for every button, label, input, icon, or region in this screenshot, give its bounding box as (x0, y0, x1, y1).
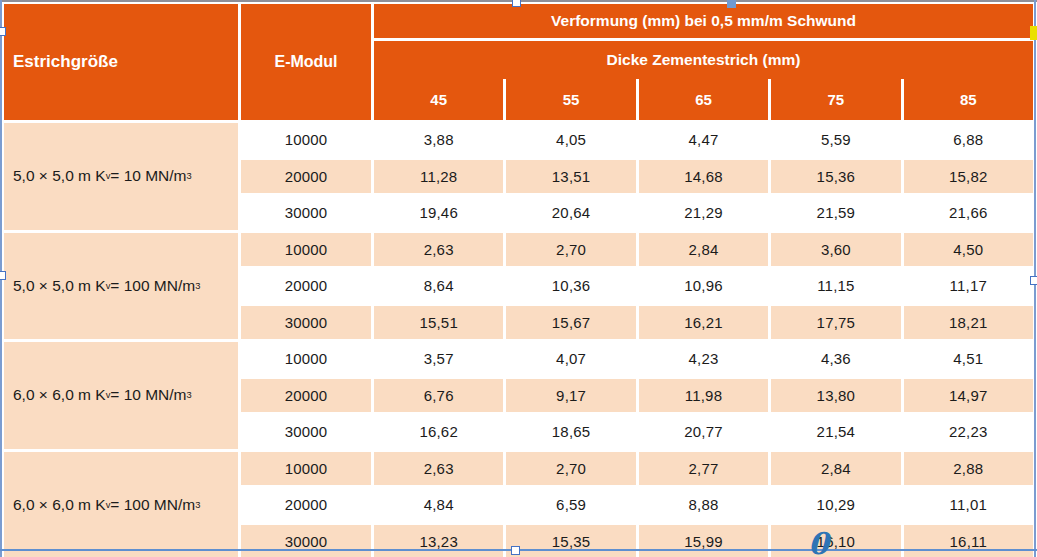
deformation-value-cell[interactable]: 14,68 (639, 160, 768, 194)
deformation-value-cell[interactable]: 21,29 (639, 196, 768, 230)
emodul-cell[interactable]: 10000 (241, 452, 371, 486)
deformation-value-cell[interactable]: 18,21 (904, 306, 1033, 340)
deformation-value-cell[interactable]: 6,88 (904, 123, 1033, 157)
deformation-value-cell[interactable]: 4,05 (506, 123, 635, 157)
deformation-value-cell[interactable]: 2,77 (639, 452, 768, 486)
deformation-value-cell[interactable]: 16,62 (374, 415, 503, 449)
estrich-size-label-cell[interactable]: 6,0 × 6,0 m Kv= 100 MN/m3 (4, 452, 238, 557)
deformation-value-cell[interactable]: 14,97 (904, 379, 1033, 413)
deformation-value-cell[interactable]: 11,17 (904, 269, 1033, 303)
deformation-value-cell[interactable]: 6,76 (374, 379, 503, 413)
deformation-value-cell[interactable]: 2,70 (506, 452, 635, 486)
deformation-value-cell[interactable]: 2,63 (374, 233, 503, 267)
right-edge-yellow-marker[interactable] (1030, 26, 1037, 40)
deformation-value-cell[interactable]: 3,60 (771, 233, 900, 267)
deformation-value-cell[interactable]: 4,36 (771, 342, 900, 376)
deformation-value-cell[interactable]: 21,54 (771, 415, 900, 449)
deformation-value-cell[interactable]: 3,57 (374, 342, 503, 376)
thickness-header-row: 4555657585 (374, 79, 1033, 120)
document-page: Estrichgröße E-Modul Verformung (mm) bei… (0, 0, 1037, 557)
deformation-value-cell[interactable]: 18,65 (506, 415, 635, 449)
deformation-value-cell[interactable]: 13,23 (374, 525, 503, 557)
header-estrichgroesse[interactable]: Estrichgröße (4, 4, 238, 120)
selection-handle-left-middle[interactable] (0, 271, 6, 280)
deformation-value-cell[interactable]: 2,88 (904, 452, 1033, 486)
deformation-value-cell[interactable]: 16,11 (904, 525, 1033, 557)
deformation-value-cell[interactable]: 11,28 (374, 160, 503, 194)
deformation-value-cell[interactable]: 20,77 (639, 415, 768, 449)
top-edge-marker[interactable] (727, 0, 736, 8)
deformation-value-cell[interactable]: 10,36 (506, 269, 635, 303)
emodul-cell[interactable]: 10000 (241, 123, 371, 157)
estrich-size-label-cell[interactable]: 6,0 × 6,0 m Kv= 10 MN/m3 (4, 342, 238, 449)
emodul-cell[interactable]: 10000 (241, 342, 371, 376)
deformation-value-cell[interactable]: 11,01 (904, 488, 1033, 522)
selection-handle-left-upper[interactable] (0, 27, 6, 36)
deformation-value-cell[interactable]: 4,84 (374, 488, 503, 522)
header-verformung-title[interactable]: Verformung (mm) bei 0,5 mm/m Schwund (374, 4, 1033, 38)
header-thickness-block: Dicke Zementestrich (mm) 4555657585 (374, 41, 1033, 120)
deformation-value-cell[interactable]: 11,15 (771, 269, 900, 303)
thickness-column-header[interactable]: 75 (771, 79, 900, 120)
emodul-cell[interactable]: 10000 (241, 233, 371, 267)
deformation-value-cell[interactable]: 20,64 (506, 196, 635, 230)
deformation-value-cell[interactable]: 21,66 (904, 196, 1033, 230)
deformation-table: Estrichgröße E-Modul Verformung (mm) bei… (4, 4, 1033, 557)
thickness-column-header[interactable]: 45 (374, 79, 503, 120)
emodul-cell[interactable]: 30000 (241, 196, 371, 230)
emodul-cell[interactable]: 30000 (241, 306, 371, 340)
deformation-value-cell[interactable]: 17,75 (771, 306, 900, 340)
thickness-column-header[interactable]: 55 (506, 79, 635, 120)
selection-handle-bottom[interactable] (511, 546, 520, 555)
selection-handle-top[interactable] (512, 0, 521, 7)
thickness-column-header[interactable]: 65 (639, 79, 768, 120)
deformation-value-cell[interactable]: 5,59 (771, 123, 900, 157)
selection-handle-right-middle[interactable] (1030, 276, 1037, 285)
deformation-value-cell[interactable]: 15,82 (904, 160, 1033, 194)
header-emodul[interactable]: E-Modul (241, 4, 371, 120)
deformation-value-cell[interactable]: 13,51 (506, 160, 635, 194)
header-dicke-zementestrich[interactable]: Dicke Zementestrich (mm) (374, 41, 1033, 79)
deformation-value-cell[interactable]: 8,64 (374, 269, 503, 303)
deformation-value-cell[interactable]: 15,99 (639, 525, 768, 557)
deformation-value-cell[interactable]: 9,17 (506, 379, 635, 413)
emodul-cell[interactable]: 30000 (241, 525, 371, 557)
estrich-size-label-cell[interactable]: 5,0 × 5,0 m Kv= 100 MN/m3 (4, 233, 238, 340)
emodul-cell[interactable]: 20000 (241, 160, 371, 194)
emodul-cell[interactable]: 30000 (241, 415, 371, 449)
deformation-value-cell[interactable]: 10,96 (639, 269, 768, 303)
deformation-value-cell[interactable]: 10,29 (771, 488, 900, 522)
deformation-value-cell[interactable]: 2,70 (506, 233, 635, 267)
deformation-value-cell[interactable]: 4,07 (506, 342, 635, 376)
deformation-value-cell[interactable]: 21,59 (771, 196, 900, 230)
caption-zero-text: 0 (808, 529, 829, 557)
emodul-cell[interactable]: 20000 (241, 269, 371, 303)
deformation-value-cell[interactable]: 6,59 (506, 488, 635, 522)
deformation-value-cell[interactable]: 13,80 (771, 379, 900, 413)
deformation-value-cell[interactable]: 16,21 (639, 306, 768, 340)
deformation-value-cell[interactable]: 4,50 (904, 233, 1033, 267)
deformation-value-cell[interactable]: 4,23 (639, 342, 768, 376)
deformation-value-cell[interactable]: 2,63 (374, 452, 503, 486)
estrich-size-label-cell[interactable]: 5,0 × 5,0 m Kv= 10 MN/m3 (4, 123, 238, 230)
deformation-value-cell[interactable]: 11,98 (639, 379, 768, 413)
deformation-value-cell[interactable]: 2,84 (639, 233, 768, 267)
deformation-value-cell[interactable]: 15,36 (771, 160, 900, 194)
deformation-value-cell[interactable]: 16,10 (771, 525, 900, 557)
thickness-column-header[interactable]: 85 (904, 79, 1033, 120)
deformation-value-cell[interactable]: 4,47 (639, 123, 768, 157)
deformation-value-cell[interactable]: 19,46 (374, 196, 503, 230)
deformation-value-cell[interactable]: 15,51 (374, 306, 503, 340)
emodul-cell[interactable]: 20000 (241, 379, 371, 413)
deformation-value-cell[interactable]: 4,51 (904, 342, 1033, 376)
emodul-cell[interactable]: 20000 (241, 488, 371, 522)
deformation-value-cell[interactable]: 2,84 (771, 452, 900, 486)
deformation-value-cell[interactable]: 22,23 (904, 415, 1033, 449)
deformation-value-cell[interactable]: 15,67 (506, 306, 635, 340)
deformation-value-cell[interactable]: 8,88 (639, 488, 768, 522)
deformation-value-cell[interactable]: 3,88 (374, 123, 503, 157)
deformation-value-cell[interactable]: 15,35 (506, 525, 635, 557)
